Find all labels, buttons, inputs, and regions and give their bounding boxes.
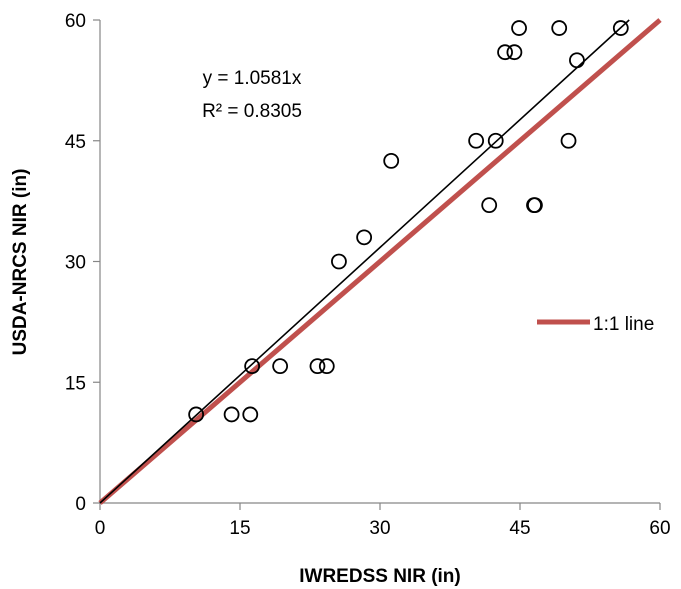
data-points: [188, 20, 629, 423]
data-point: [318, 358, 335, 375]
series-lines: [98, 18, 662, 505]
data-point: [527, 197, 543, 214]
data-point: [560, 132, 577, 149]
x-tick-label: 0: [95, 518, 106, 539]
x-tick-label: 30: [369, 518, 390, 539]
data-point: [511, 20, 527, 36]
data-point: [569, 52, 585, 69]
data-point: [481, 197, 498, 214]
regression-line: [99, 19, 630, 504]
data-point: [242, 406, 259, 423]
x-axis-title: IWREDSS NIR (in): [299, 566, 461, 587]
data-point: [487, 132, 504, 149]
y-tick-label: 30: [65, 253, 86, 274]
data-point: [497, 44, 513, 61]
x-tick-label: 45: [509, 518, 530, 539]
y-tick-label: 0: [75, 494, 86, 515]
data-point: [356, 229, 373, 246]
data-point: [272, 358, 289, 375]
y-axis-title: USDA-NRCS NIR (in): [10, 169, 31, 356]
data-point: [244, 358, 261, 375]
data-point: [506, 44, 523, 61]
x-tick-label: 15: [229, 518, 250, 539]
data-point: [383, 152, 400, 169]
tick-labels: 0 15 30 45 60 0 15 30 45 60: [65, 11, 671, 539]
legend-label-1-1-line: 1:1 line: [593, 314, 654, 335]
one-to-one-line: [98, 18, 662, 505]
data-point: [468, 132, 485, 149]
axes: [93, 19, 661, 510]
data-point: [331, 253, 347, 270]
data-point: [309, 358, 326, 375]
x-tick-label: 60: [649, 518, 670, 539]
data-point: [551, 20, 568, 36]
y-tick-label: 15: [65, 373, 86, 394]
y-tick-label: 60: [65, 11, 86, 32]
data-point: [223, 406, 240, 423]
data-point: [188, 406, 205, 423]
legend: 1:1 line: [537, 314, 654, 335]
data-point: [612, 20, 629, 36]
y-tick-label: 45: [65, 132, 86, 153]
regression-equation: y = 1.0581x: [203, 68, 302, 89]
r-squared: R² = 0.8305: [202, 101, 302, 122]
